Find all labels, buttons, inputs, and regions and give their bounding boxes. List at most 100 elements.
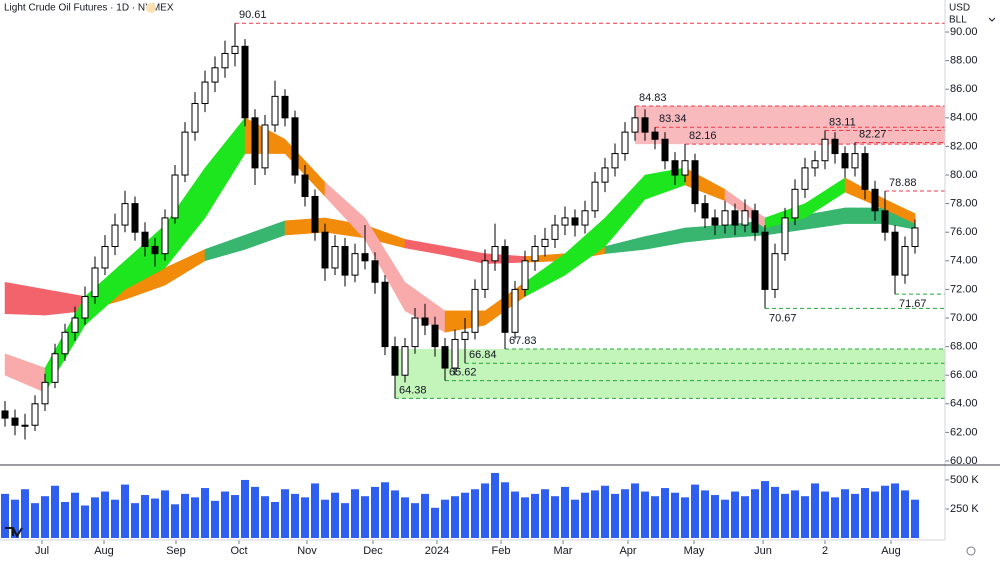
dropdown-arrow[interactable] xyxy=(988,17,996,22)
candle-body xyxy=(911,227,919,248)
volume-bar xyxy=(221,491,229,538)
candle-body xyxy=(21,424,29,427)
level-label: 84.83 xyxy=(639,92,667,104)
candle-body xyxy=(781,217,789,255)
volume-bar xyxy=(301,497,309,538)
x-tick-label: Nov xyxy=(297,545,317,557)
volume-bar xyxy=(171,504,179,538)
candle-body xyxy=(191,103,199,133)
y-tick-label: 86.00 xyxy=(950,83,978,95)
unit-box[interactable] xyxy=(946,1,1000,27)
candle-body xyxy=(11,417,19,426)
volume-bar xyxy=(491,472,499,538)
x-tick-label: Aug xyxy=(94,545,114,557)
candle-body xyxy=(381,281,389,348)
volume-bar xyxy=(511,491,519,538)
y-tick-label: 90.00 xyxy=(950,26,978,38)
candle-body xyxy=(411,317,419,348)
candle-body xyxy=(171,174,179,219)
volume-bar xyxy=(271,502,279,538)
x-tick-label: Jul xyxy=(35,545,49,557)
candle-body xyxy=(111,224,119,248)
level-label: 82.16 xyxy=(689,130,717,142)
volume-bar xyxy=(791,490,799,538)
level-label: 82.27 xyxy=(859,128,887,140)
volume-bar xyxy=(261,496,269,538)
candle-body xyxy=(521,260,529,290)
candle-body xyxy=(461,331,469,340)
volume-bar xyxy=(881,485,889,538)
candle-body xyxy=(441,346,449,369)
volume-tick-label: 250 K xyxy=(950,503,979,515)
volume-bar xyxy=(1,493,9,538)
currency[interactable]: USD xyxy=(949,3,970,14)
volume-bar xyxy=(11,499,19,538)
volume-bar xyxy=(321,499,329,538)
y-tick-label: 60.00 xyxy=(950,455,978,467)
x-tick-label: 2024 xyxy=(425,545,449,557)
unit[interactable]: BLL xyxy=(949,15,967,26)
volume-bar xyxy=(501,482,509,538)
volume-bar xyxy=(741,496,749,538)
y-tick-label: 72.00 xyxy=(950,283,978,295)
volume-bar xyxy=(541,489,549,538)
level-label: 64.38 xyxy=(399,384,427,396)
settings-icon[interactable] xyxy=(966,546,976,556)
level-label: 83.34 xyxy=(659,113,687,125)
volume-bar xyxy=(361,496,369,538)
level-label: 90.61 xyxy=(239,9,267,21)
volume-bar xyxy=(61,502,69,538)
candle-body xyxy=(851,153,859,169)
volume-bar xyxy=(731,491,739,538)
candle-body xyxy=(311,195,319,233)
candle-body xyxy=(511,288,519,333)
level-label: 67.83 xyxy=(509,335,537,347)
candle-body xyxy=(321,231,329,269)
candle-body xyxy=(531,246,539,262)
volume-bar xyxy=(911,499,919,538)
candle-body xyxy=(841,153,849,169)
candle-body xyxy=(901,246,909,276)
candle-body xyxy=(261,124,269,169)
volume-bar xyxy=(201,488,209,538)
volume-bar xyxy=(781,493,789,538)
candle-body xyxy=(51,353,59,383)
candle-body xyxy=(291,117,299,176)
volume-bar xyxy=(401,497,409,538)
volume-bar xyxy=(601,485,609,538)
candle-body xyxy=(561,217,569,226)
volume-bar xyxy=(41,496,49,538)
volume-bar xyxy=(651,496,659,538)
x-tick-label: Jun xyxy=(754,545,772,557)
candle-body xyxy=(201,81,209,105)
y-tick-label: 64.00 xyxy=(950,398,978,410)
candle-body xyxy=(651,131,659,140)
candle-body xyxy=(611,153,619,169)
candle-body xyxy=(421,317,429,326)
volume-bar xyxy=(251,486,259,538)
candle-body xyxy=(351,253,359,276)
zones xyxy=(235,22,945,399)
volume-bar xyxy=(131,503,139,538)
volume-bar xyxy=(841,489,849,538)
candle-body xyxy=(731,210,739,226)
candle-body xyxy=(151,246,159,255)
candle-body xyxy=(551,224,559,240)
volume-bar xyxy=(91,497,99,538)
candle-body xyxy=(791,188,799,219)
volume-bar xyxy=(291,493,299,538)
x-tick-label: Aug xyxy=(881,545,901,557)
chart-title: Light Crude Oil Futures · 1D · NYMEX xyxy=(4,3,174,14)
candle-body xyxy=(31,403,39,426)
volume-bar xyxy=(561,486,569,538)
candle-body xyxy=(501,246,509,333)
candle-body xyxy=(401,346,409,376)
volume-bar xyxy=(811,483,819,538)
volume-bar xyxy=(711,495,719,538)
level-label: 70.67 xyxy=(769,312,797,324)
candle-body xyxy=(661,138,669,162)
volume-bar xyxy=(681,497,689,538)
candle-body xyxy=(1,410,9,419)
volume-bar xyxy=(831,497,839,538)
